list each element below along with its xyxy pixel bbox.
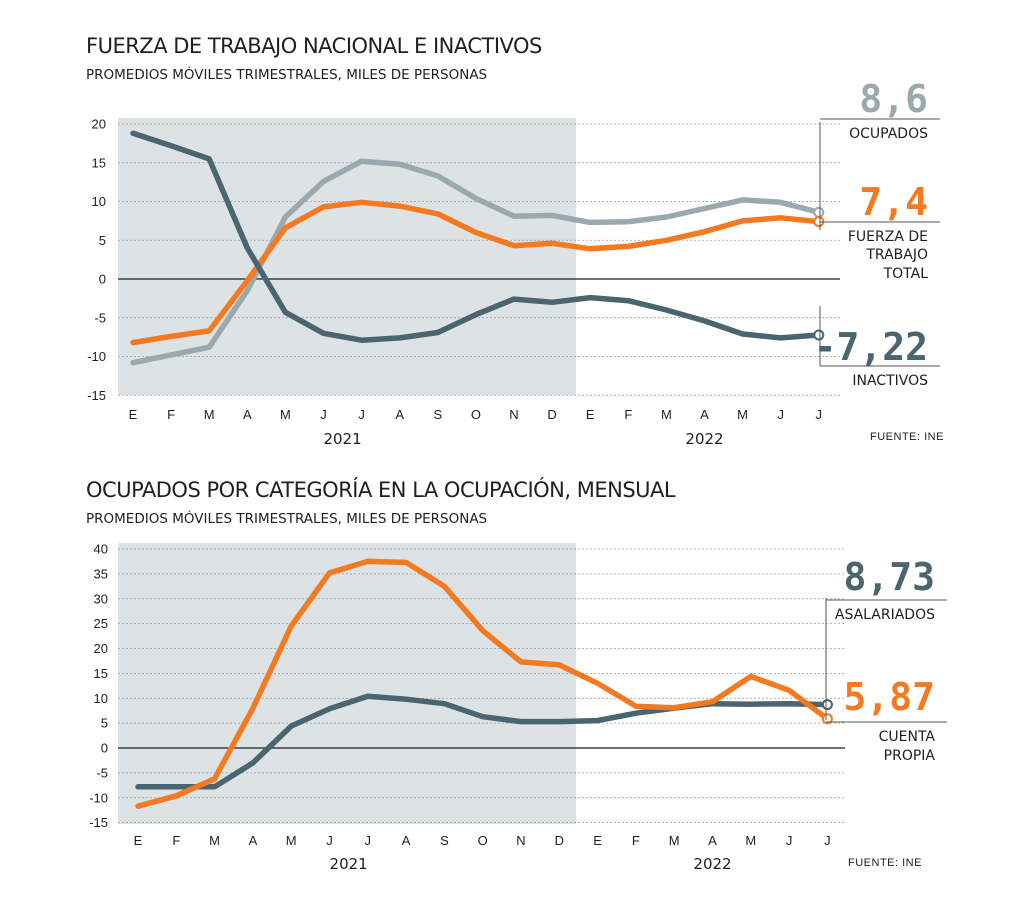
chart1-series-line-fuerza-de-trabajo-total	[130, 199, 822, 346]
chart1-end-value: 7,4	[859, 180, 928, 224]
chart2-y-tick: 5	[101, 716, 108, 731]
chart1-x-tick: A	[700, 407, 709, 422]
chart1-y-tick: 20	[92, 117, 106, 132]
chart2-x-tick: M	[286, 833, 297, 848]
chart2-x-tick: S	[440, 833, 449, 848]
chart1-y-tick: 10	[92, 194, 106, 209]
chart2-end-value: 8,73	[843, 555, 935, 599]
chart1-y-tick: 15	[92, 155, 106, 170]
chart1-year-label: 2021	[323, 430, 361, 448]
chart1-y-tick: -10	[87, 349, 106, 364]
chart1-x-tick: J	[777, 407, 784, 422]
chart2-y-tick: 35	[94, 566, 108, 581]
chart1-source: FUENTE: INE	[870, 431, 944, 443]
chart2-y-tick: 30	[94, 591, 108, 606]
chart1-x-tick: A	[243, 407, 252, 422]
chart1-x-tick: J	[358, 407, 365, 422]
chart1-end-label: TOTAL	[883, 266, 929, 282]
chart2-x-tick: J	[824, 833, 831, 848]
chart2-end-value: 5,87	[843, 675, 935, 719]
chart2-x-tick: N	[516, 833, 525, 848]
chart1-x-tick: M	[661, 407, 672, 422]
chart2-end-label: ASALARIADOS	[835, 607, 935, 623]
chart2-y-tick: 10	[94, 691, 108, 706]
chart2-x-tick: M	[745, 833, 756, 848]
chart2-x-tick: F	[632, 833, 640, 848]
chart1-y-tick: -5	[94, 310, 106, 325]
chart2-x-tick: A	[708, 833, 717, 848]
chart1-x-tick: N	[509, 407, 518, 422]
chart1-x-tick: M	[280, 407, 291, 422]
chart1-x-tick: O	[471, 407, 481, 422]
chart2-x-tick: F	[172, 833, 180, 848]
chart2-y-tick: 15	[94, 666, 108, 681]
chart1-end-label: OCUPADOS	[849, 126, 928, 142]
chart2-source: FUENTE: INE	[848, 857, 922, 869]
chart1-year-label: 2022	[685, 430, 723, 448]
chart2-series-line-cuenta-propia	[135, 558, 831, 809]
chart1-x-tick: A	[395, 407, 404, 422]
chart1-x-tick: E	[586, 407, 595, 422]
chart2-year-label: 2022	[693, 855, 731, 873]
chart2-shaded-2021	[118, 543, 576, 824]
chart1-end-label: FUERZA DE	[848, 229, 928, 245]
chart2-y-tick: -15	[89, 815, 108, 830]
chart1-end-value: 8,6	[859, 77, 928, 121]
chart1-y-tick: 0	[99, 272, 106, 287]
chart1-end-label: INACTIVOS	[852, 373, 928, 389]
chart1-series-line-inactivos	[130, 130, 822, 343]
chart2-y-tick: 25	[94, 616, 108, 631]
chart2-x-tick: A	[249, 833, 258, 848]
chart2-x-tick: D	[555, 833, 564, 848]
chart2-x-tick: O	[478, 833, 488, 848]
chart1-subtitle: PROMEDIOS MÓVILES TRIMESTRALES, MILES DE…	[86, 67, 488, 83]
chart2-y-tick: -5	[96, 765, 108, 780]
chart2-subtitle: PROMEDIOS MÓVILES TRIMESTRALES, MILES DE…	[86, 511, 488, 527]
chart2-end-label: CUENTA	[879, 729, 936, 745]
chart2-x-tick: M	[209, 833, 220, 848]
chart2-y-tick: 0	[101, 741, 108, 756]
chart1-x-tick: J	[320, 407, 327, 422]
chart1-y-tick: -15	[87, 388, 106, 403]
chart1-end-value: -7,22	[814, 325, 928, 369]
chart2-end-marker	[821, 699, 833, 711]
chart1-x-tick: D	[547, 407, 556, 422]
chart1-series-line-ocupados	[130, 158, 822, 366]
chart2-y-tick: 40	[94, 542, 108, 557]
chart2-x-tick: M	[669, 833, 680, 848]
chart1-x-tick: S	[433, 407, 442, 422]
chart2-x-tick: E	[134, 833, 143, 848]
chart2-x-tick: A	[402, 833, 411, 848]
chart1-end-marker	[813, 206, 825, 218]
chart1-end-label: TRABAJO	[865, 247, 928, 263]
chart1-x-tick: F	[624, 407, 632, 422]
chart2-year-label: 2021	[330, 855, 368, 873]
chart1-x-tick: M	[737, 407, 748, 422]
chart1-x-tick: M	[204, 407, 215, 422]
chart2-y-tick: -10	[89, 790, 108, 805]
chart2-end-marker	[821, 713, 833, 725]
chart1-title: FUERZA DE TRABAJO NACIONAL E INACTIVOS	[86, 34, 542, 58]
chart2-y-tick: 20	[94, 641, 108, 656]
chart2-end-label: PROPIA	[884, 748, 936, 764]
chart2-x-tick: J	[326, 833, 333, 848]
chart1-y-tick: 5	[99, 233, 106, 248]
chart2-x-tick: E	[593, 833, 602, 848]
chart1-x-tick: E	[129, 407, 138, 422]
chart1-x-tick: J	[816, 407, 823, 422]
chart2-x-tick: J	[786, 833, 793, 848]
chart2-x-tick: J	[365, 833, 372, 848]
chart1-x-tick: F	[167, 407, 175, 422]
chart1-end-marker	[813, 329, 825, 341]
chart2-title: OCUPADOS POR CATEGORÍA EN LA OCUPACIÓN, …	[86, 478, 676, 502]
